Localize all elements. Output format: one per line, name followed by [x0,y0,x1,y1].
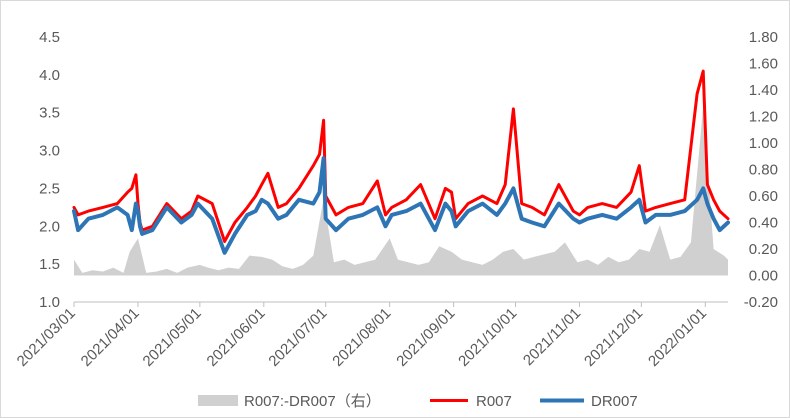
x-tick-label: 2021/11/01 [520,305,584,369]
y-right-tick-label: 0.80 [749,162,778,179]
x-tick-label: 2021/05/01 [140,305,205,370]
y-right-tick-label: -0.20 [744,294,778,311]
plot-layer [72,69,730,276]
x-tick-label: 2021/07/01 [265,305,330,370]
y-left-tick-label: 1.0 [39,294,60,311]
legend: R007:-DR007（右） R007 DR007 [198,393,638,410]
x-tick-label: 2021/12/01 [581,305,646,370]
y-right-tick-label: 1.20 [749,109,778,126]
y-left-tick-label: 4.0 [39,67,60,84]
y-left-tick-label: 3.5 [39,105,60,122]
x-tick-label: 2021/03/01 [14,305,79,370]
y-right-tick-label: 0.20 [749,241,778,258]
axis-layer: 2021/03/012021/04/012021/05/012021/06/01… [14,29,778,370]
series-line-r007 [72,69,730,243]
x-tick-label: 2021/08/01 [329,305,394,370]
legend-label-spread: R007:-DR007（右） [244,393,381,410]
x-tick-label: 2021/04/01 [78,305,143,370]
x-tick-label: 2021/10/01 [455,305,520,370]
y-right-tick-label: 0.60 [749,188,778,205]
y-right-tick-label: 0.00 [749,268,778,285]
legend-label-r007: R007 [476,393,512,410]
y-left-tick-label: 2.0 [39,218,60,235]
y-right-tick-label: 1.00 [749,135,778,152]
x-tick-label: 2022/01/01 [645,305,710,370]
y-left-tick-label: 4.5 [39,29,60,46]
legend-swatch-spread [198,395,238,406]
series-area-spread [74,105,728,276]
x-tick-label: 2021/06/01 [204,305,269,370]
y-right-tick-label: 1.40 [749,82,778,99]
x-tick-label: 2021/09/01 [393,305,458,370]
series-line-dr007 [72,156,730,255]
y-left-tick-label: 2.5 [39,180,60,197]
y-left-tick-label: 3.0 [39,143,60,160]
y-right-tick-label: 1.80 [749,29,778,46]
y-right-tick-label: 0.40 [749,215,778,232]
y-right-tick-label: 1.60 [749,56,778,73]
y-left-tick-label: 1.5 [39,256,60,273]
legend-label-dr007: DR007 [591,393,638,410]
